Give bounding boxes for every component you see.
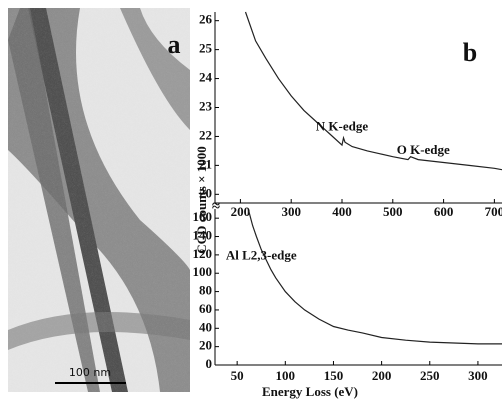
y-tick-label: 20: [199, 185, 212, 200]
y-tick-label: 80: [199, 283, 212, 298]
y-tick-label: 60: [199, 301, 212, 316]
spectrum-line: [248, 210, 502, 345]
x-tick-label: 600: [434, 204, 454, 219]
annotation: O K-edge: [397, 142, 450, 157]
y-tick-label: 0: [206, 356, 213, 371]
y-tick-label: 120: [193, 246, 213, 261]
x-tick-label: 700: [485, 204, 502, 219]
axis-break: ≈: [212, 198, 220, 214]
y-tick-label: 160: [193, 209, 213, 224]
x-tick-label: 400: [332, 204, 352, 219]
x-axis-label: Energy Loss (eV): [262, 384, 358, 399]
annotation: Al L2,3-edge: [226, 248, 297, 263]
panel-label: a: [168, 30, 181, 59]
x-tick-label: 200: [372, 368, 392, 383]
x-tick-label: 100: [276, 368, 296, 383]
panel-label: b: [463, 38, 477, 67]
x-tick-label: 150: [324, 368, 344, 383]
grain: [8, 8, 190, 392]
x-tick-label: 500: [383, 204, 403, 219]
y-tick-label: 100: [193, 264, 213, 279]
annotation: N K-edge: [316, 119, 369, 134]
x-tick-label: 250: [420, 368, 440, 383]
spectrum-line: [244, 11, 502, 171]
x-tick-label: 50: [231, 368, 244, 383]
y-tick-label: 25: [199, 41, 213, 56]
x-tick-label: 300: [468, 368, 488, 383]
tem-image: 100 nm a: [8, 8, 190, 392]
y-tick-label: 21: [199, 156, 212, 171]
y-tick-label: 20: [199, 338, 212, 353]
x-tick-label: 200: [231, 204, 251, 219]
y-axis-label: CCD counts × 1000: [194, 146, 209, 253]
scale-bar-label: 100 nm: [69, 366, 111, 379]
y-tick-label: 140: [193, 228, 213, 243]
y-tick-label: 40: [199, 319, 212, 334]
y-tick-label: 23: [199, 98, 213, 113]
y-tick-label: 22: [199, 127, 212, 142]
x-tick-label: 300: [281, 204, 301, 219]
y-tick-label: 26: [199, 12, 213, 27]
y-tick-label: 24: [199, 70, 213, 85]
